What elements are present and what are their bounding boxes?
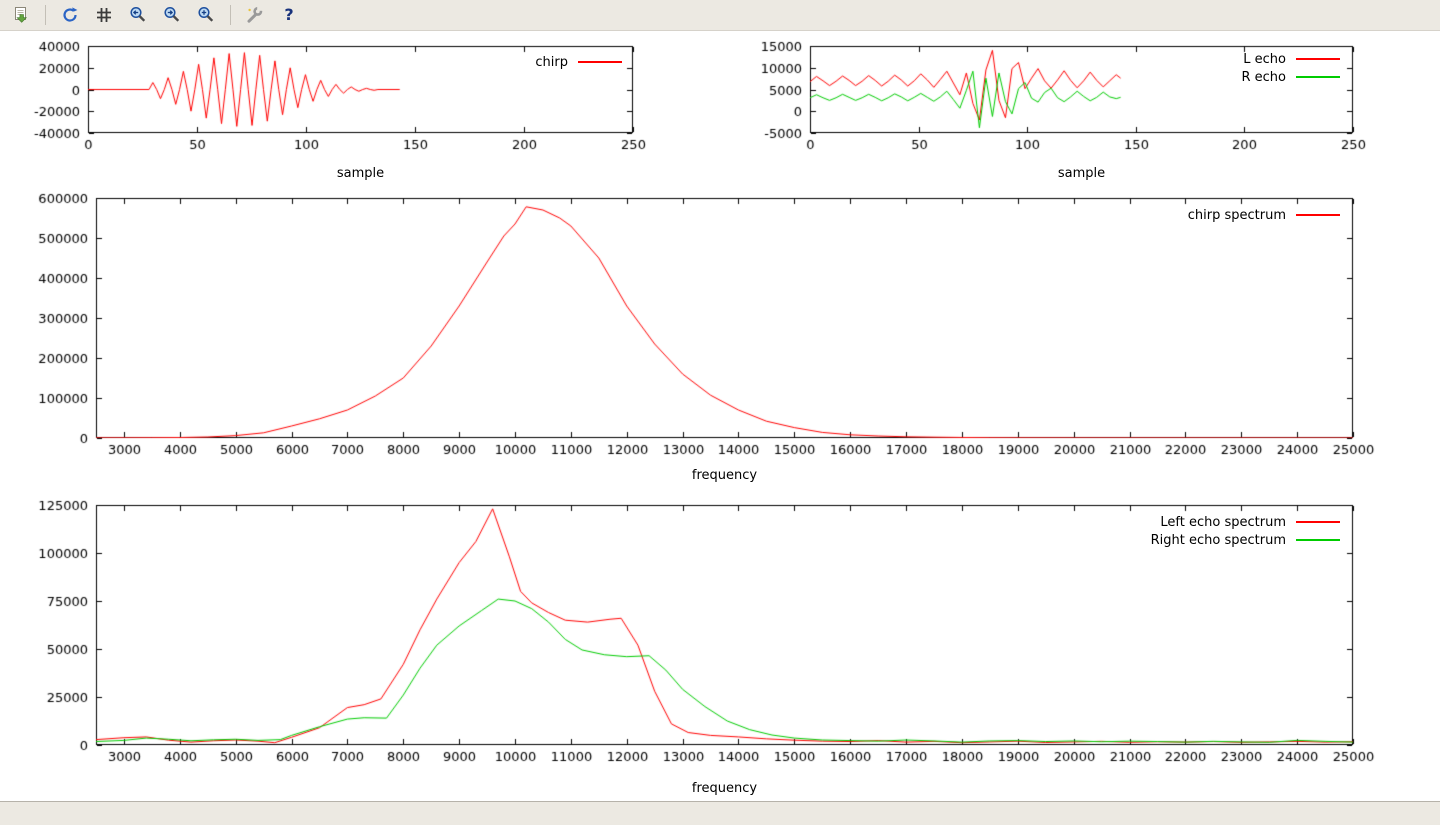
toolbar-zoom-next-button[interactable] [157, 2, 187, 29]
legend-label: L echo [1243, 51, 1286, 67]
autoscale-icon [198, 6, 214, 22]
help-icon: ? [284, 5, 294, 24]
legend-line-swatch [1296, 521, 1340, 523]
toolbar-config-button[interactable] [240, 2, 270, 29]
legend-entry: chirp [535, 54, 622, 70]
legend-entry: Left echo spectrum [1160, 514, 1340, 530]
status-bar [0, 801, 1440, 825]
toolbar: ? [0, 0, 1440, 31]
echo-plot: sample L echo R echo [720, 40, 1370, 190]
legend-line-swatch [578, 61, 622, 63]
legend-label: Right echo spectrum [1150, 532, 1286, 548]
legend-entry: Right echo spectrum [1150, 532, 1340, 548]
zoom-previous-icon [130, 6, 146, 22]
legend-label: Left echo spectrum [1160, 514, 1286, 530]
chirp-spectrum-canvas[interactable] [0, 192, 1400, 460]
legend-entry: R echo [1241, 69, 1340, 85]
toolbar-zoom-previous-button[interactable] [123, 2, 153, 29]
toolbar-grid-button[interactable] [89, 2, 119, 29]
legend-entry: L echo [1243, 51, 1340, 67]
copy-to-clipboard-icon [15, 7, 28, 23]
echo-spectrum-legend: Left echo spectrum Right echo spectrum [1150, 514, 1340, 548]
legend-line-swatch [1296, 58, 1340, 60]
chirp-spectrum-plot: frequency chirp spectrum [0, 192, 1400, 492]
chirp-plot: sample chirp [0, 40, 650, 190]
chirp-spectrum-x-axis-label: frequency [691, 468, 758, 483]
echo-spectrum-x-axis-label: frequency [691, 781, 758, 796]
echo-plot-canvas[interactable] [720, 40, 1370, 155]
echo-spectrum-plot: frequency Left echo spectrum Right echo … [0, 498, 1400, 803]
config-wrench-icon [247, 6, 264, 23]
chirp-x-axis-label: sample [336, 166, 385, 181]
toolbar-help-button[interactable]: ? [274, 2, 304, 29]
chirp-spectrum-legend: chirp spectrum [1187, 207, 1340, 223]
zoom-next-icon [164, 6, 180, 22]
toolbar-copy-button[interactable] [6, 2, 36, 29]
echo-legend: L echo R echo [1241, 51, 1340, 85]
legend-label: chirp [535, 54, 568, 70]
toolbar-separator [230, 5, 231, 25]
legend-entry: chirp spectrum [1187, 207, 1340, 223]
toolbar-autoscale-button[interactable] [191, 2, 221, 29]
chirp-legend: chirp [535, 54, 622, 70]
echo-spectrum-canvas[interactable] [0, 498, 1400, 766]
grid-icon [97, 8, 111, 22]
toolbar-replot-button[interactable] [55, 2, 85, 29]
legend-label: R echo [1241, 69, 1286, 85]
replot-icon [63, 7, 78, 22]
legend-line-swatch [1296, 539, 1340, 541]
chirp-plot-canvas[interactable] [0, 40, 650, 155]
toolbar-separator [45, 5, 46, 25]
echo-x-axis-label: sample [1057, 166, 1106, 181]
legend-line-swatch [1296, 76, 1340, 78]
legend-line-swatch [1296, 214, 1340, 216]
legend-label: chirp spectrum [1187, 207, 1286, 223]
